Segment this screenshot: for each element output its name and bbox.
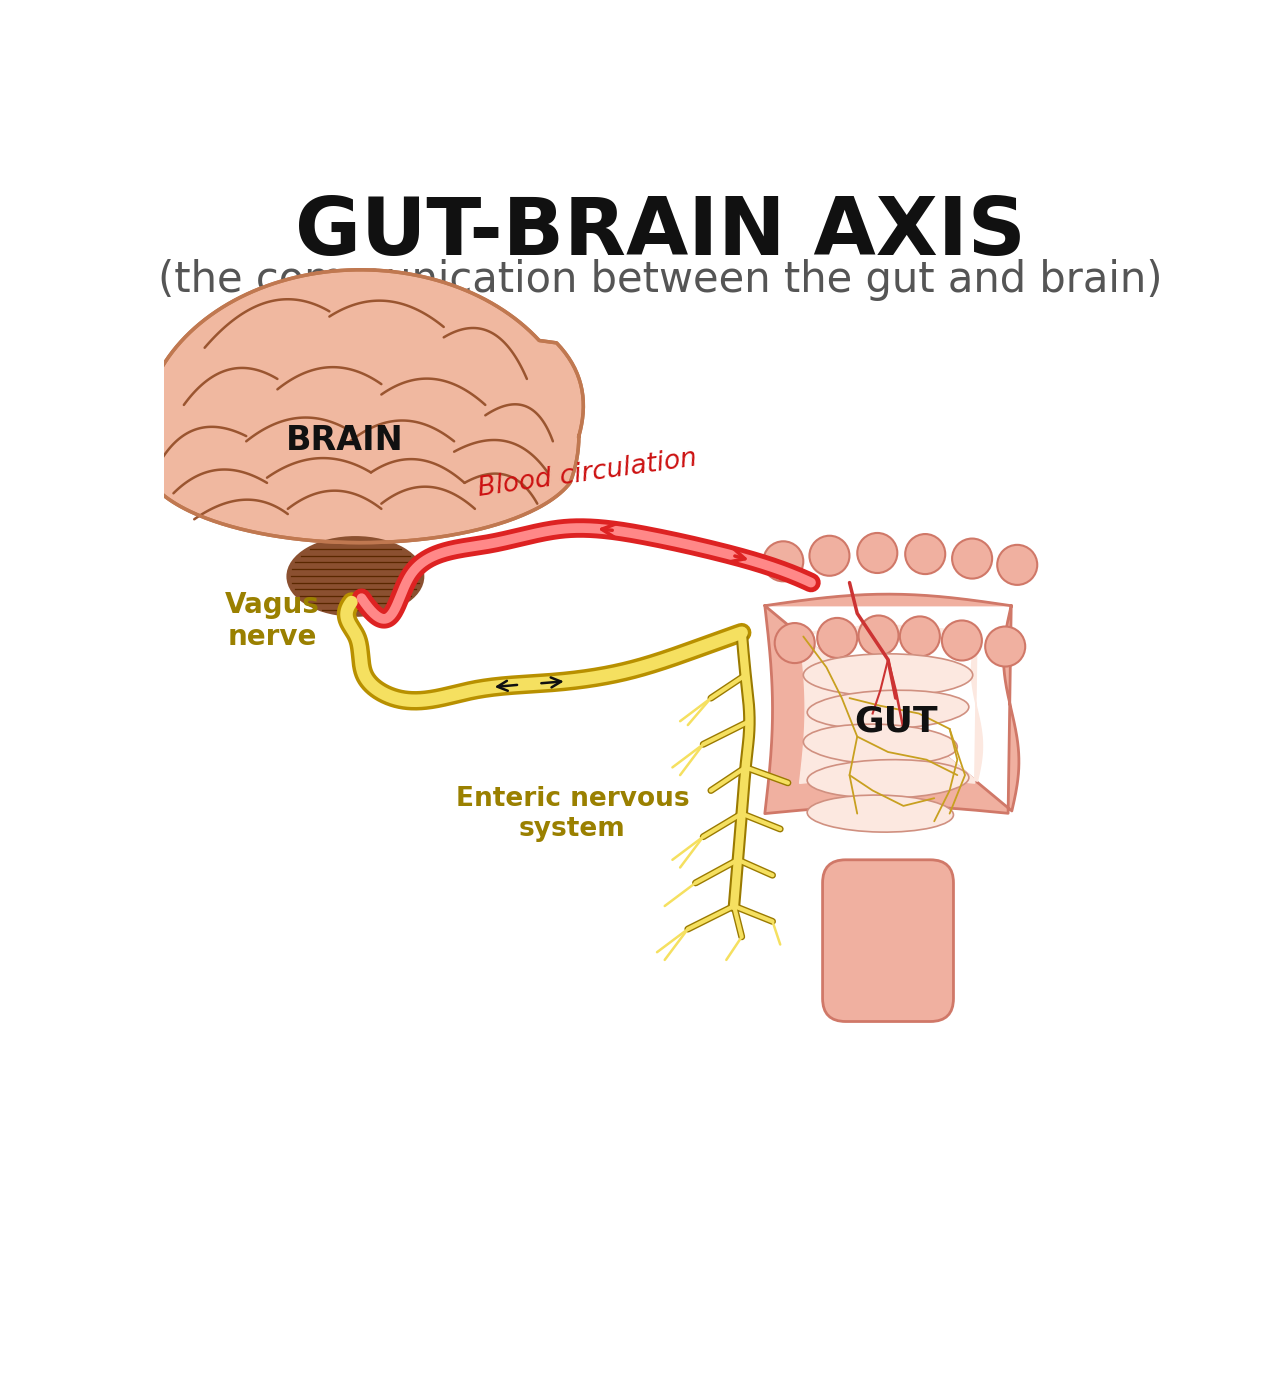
Polygon shape — [765, 594, 1019, 813]
Ellipse shape — [808, 760, 969, 798]
Text: GUT: GUT — [854, 705, 938, 738]
Text: BRAIN: BRAIN — [286, 424, 404, 457]
Circle shape — [859, 616, 899, 656]
Circle shape — [942, 620, 981, 660]
Ellipse shape — [808, 691, 969, 730]
Polygon shape — [142, 270, 583, 542]
Circle shape — [952, 538, 992, 578]
Ellipse shape — [804, 653, 972, 696]
Circle shape — [905, 534, 945, 574]
Text: Vagus
nerve: Vagus nerve — [224, 591, 319, 652]
Circle shape — [774, 623, 815, 663]
Text: Enteric nervous
system: Enteric nervous system — [456, 785, 689, 841]
Text: Blood circulation: Blood circulation — [477, 445, 699, 502]
Ellipse shape — [808, 795, 953, 833]
Ellipse shape — [287, 538, 422, 616]
FancyBboxPatch shape — [823, 860, 953, 1022]
Ellipse shape — [804, 724, 957, 765]
Circle shape — [858, 532, 898, 573]
Circle shape — [900, 616, 940, 656]
Circle shape — [985, 627, 1025, 667]
Text: (the communication between the gut and brain): (the communication between the gut and b… — [158, 259, 1162, 302]
Circle shape — [809, 535, 850, 575]
Text: GUT-BRAIN AXIS: GUT-BRAIN AXIS — [295, 193, 1025, 272]
Circle shape — [997, 545, 1037, 585]
Circle shape — [817, 619, 858, 657]
Circle shape — [764, 541, 804, 581]
Polygon shape — [800, 626, 983, 784]
Polygon shape — [343, 541, 379, 556]
